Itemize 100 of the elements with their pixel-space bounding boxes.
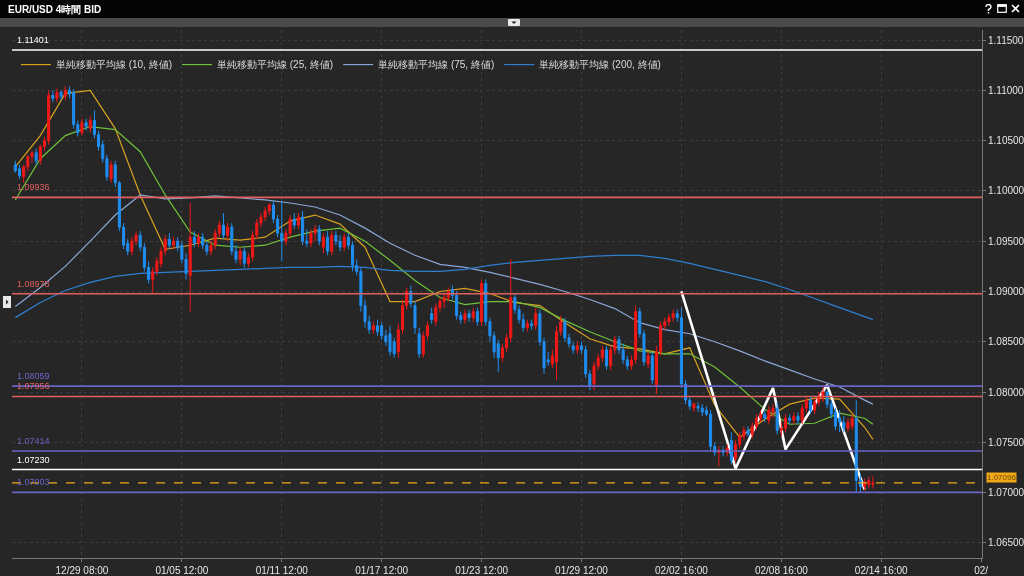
candlestick [650,351,654,385]
candlestick [796,411,800,425]
y-tick-label: 1.07500 [988,436,1024,448]
candlestick [167,232,171,250]
candlestick [646,351,650,369]
candlestick [371,321,375,335]
candlestick [838,409,842,433]
candlestick [342,232,346,252]
x-tick-label: 01/29 12:00 [555,565,609,576]
ref-line-label: 1.08059 [17,371,50,381]
y-tick-label: 1.09500 [988,235,1024,247]
y-tick-label: 1.07000 [988,487,1024,499]
candlestick [330,230,334,256]
candlestick [59,89,63,101]
candlestick [338,234,342,252]
y-tick-label: 1.11500 [988,34,1024,46]
ref-line-label: 1.07230 [17,455,50,465]
candlestick [192,230,196,248]
x-tick-label: 01/05 12:00 [155,565,209,576]
candlestick [696,401,700,413]
candlestick [317,224,321,246]
candlestick [88,115,92,134]
candlestick [867,476,871,490]
line-series [14,194,874,405]
candlestick [530,319,534,331]
candlestick [296,212,300,230]
ref-line-label: 1.07414 [17,436,50,446]
candlestick [571,341,575,355]
line-series [14,254,874,321]
candlestick [846,417,850,433]
candlestick [475,307,479,327]
candlestick [746,425,750,437]
candlestick [34,148,38,166]
y-tick-label: 1.09000 [988,285,1024,297]
candlestick [280,200,284,262]
x-tick-label: 01/11 12:00 [255,565,309,576]
x-tick-label: 12/29 08:00 [55,565,109,576]
candlestick [792,411,796,425]
candlestick [80,118,84,137]
candlestick [808,395,812,415]
candlestick [575,341,579,355]
ref-line-label: 1.11401 [17,35,49,45]
candlestick [242,246,246,268]
x-tick-label: 02/08 16:00 [754,565,809,576]
x-tick-label: 02/14 16:00 [854,565,909,576]
candlestick [692,401,696,413]
chart-title: EUR/USD 4時間 BID [8,3,102,17]
candlestick [292,212,296,230]
candlestick [871,476,875,490]
x-tick-label: 02/02 16:00 [655,565,709,576]
y-tick-label: 1.06500 [988,537,1024,549]
legend-label: 単純移動平均線 (200, 終値) [539,59,661,71]
candlestick [480,278,484,327]
candlestick [767,405,771,425]
y-tick-label: 1.10500 [988,135,1024,147]
candlestick [51,89,55,103]
candlestick [321,232,325,254]
candlestick [63,85,67,101]
ref-line-label: 1.07096 [987,473,1017,482]
candlestick [326,230,330,256]
y-tick-label: 1.08500 [988,336,1024,348]
candlestick [238,246,242,266]
x-tick-label: 01/17 12:00 [355,565,409,576]
candlestick [196,232,201,248]
candlestick [763,409,767,423]
candlestick [604,345,609,371]
candlestick [84,118,88,132]
candlestick [525,319,529,333]
candlestick [467,309,471,323]
candlestick [471,307,475,323]
candlestick [376,319,380,337]
ref-line-label: 1.07003 [17,477,50,487]
candlestick [775,401,779,435]
candlestick [188,202,192,313]
candlestick [850,413,854,431]
x-tick-label: 01/23 12:00 [455,565,509,576]
legend-label: 単純移動平均線 (75, 終値) [378,59,495,71]
x-tick-label: 02/ [974,565,989,576]
candlestick [309,228,313,248]
candlestick [388,325,392,357]
candlestick [463,309,467,325]
candlestick [17,164,22,180]
candlestick [783,413,788,433]
y-tick-label: 1.11000 [988,84,1024,96]
candlestick [534,307,538,331]
candlestick [700,403,704,417]
candlestick [667,313,671,327]
candlestick [221,212,225,240]
candlestick [671,309,675,323]
candlestick [788,413,792,425]
candlestick [226,222,230,242]
candlestick [821,385,825,403]
candlestick [55,87,59,103]
legend-label: 単純移動平均線 (10, 終値) [55,59,173,71]
candlestick [854,399,858,494]
y-tick-label: 1.08000 [988,386,1024,398]
candlestick [430,307,434,325]
candlestick [172,236,176,250]
candlestick [109,160,113,184]
y-tick-label: 1.10000 [988,185,1024,197]
